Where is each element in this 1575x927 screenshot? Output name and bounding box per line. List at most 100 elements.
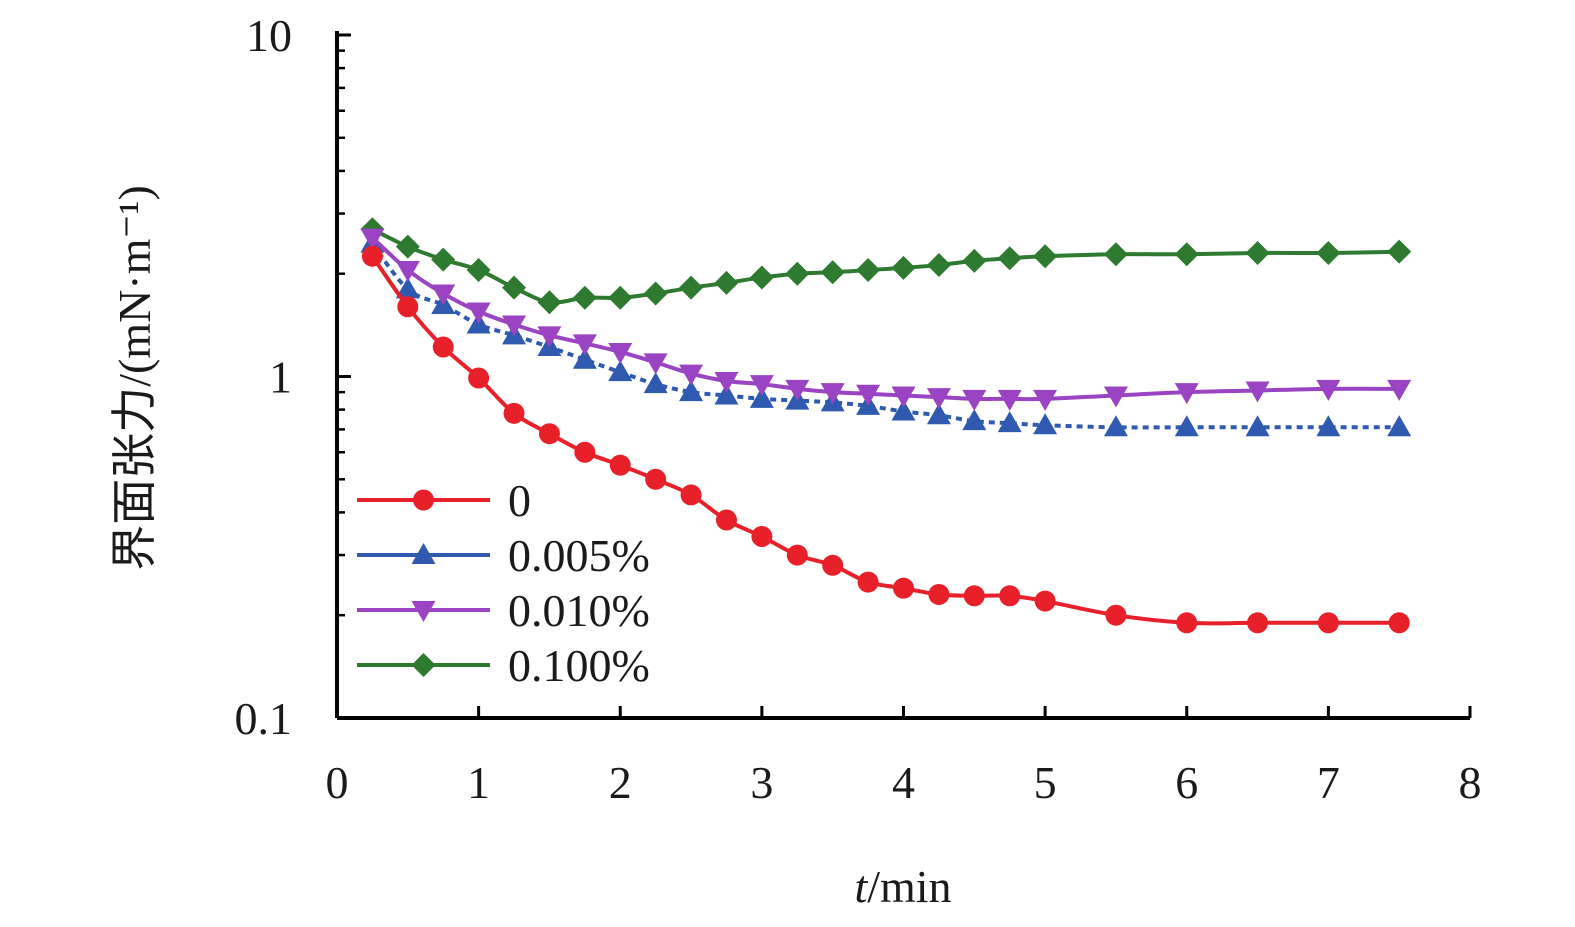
data-point — [714, 383, 739, 405]
data-point — [609, 454, 631, 476]
data-point — [679, 364, 704, 386]
x-tick-label: 1 — [467, 757, 490, 808]
data-point — [1317, 612, 1339, 634]
data-point — [999, 585, 1021, 607]
data-point — [926, 388, 951, 410]
data-point — [502, 275, 527, 300]
data-point — [431, 284, 456, 306]
data-point — [962, 409, 987, 431]
data-point — [714, 372, 739, 394]
data-point — [645, 468, 667, 490]
data-point — [1174, 415, 1199, 437]
x-tick-label: 7 — [1317, 757, 1340, 808]
y-tick-label: 10 — [246, 10, 292, 61]
plot-axes: 0 1 2 3 4 5 6 7 8 0.1 1 10 — [235, 10, 1482, 808]
data-point — [1388, 612, 1410, 634]
data-point — [786, 544, 808, 566]
legend-entry: 0.010% — [357, 585, 650, 636]
data-point — [537, 326, 562, 348]
data-point — [891, 399, 916, 421]
data-point — [538, 423, 560, 445]
data-point — [1034, 590, 1056, 612]
data-point — [928, 583, 950, 605]
data-point — [1174, 242, 1199, 267]
data-point — [1387, 379, 1412, 401]
data-point — [679, 275, 704, 300]
data-point — [749, 375, 774, 397]
data-point — [643, 353, 668, 375]
data-point — [502, 315, 527, 337]
data-point — [608, 360, 633, 382]
legend-swatch-marker — [411, 601, 436, 622]
data-point — [997, 246, 1022, 271]
data-point — [751, 525, 773, 547]
x-axis-title-variable: t — [854, 861, 868, 912]
data-point — [820, 383, 845, 405]
legend-label: 0.005% — [508, 530, 650, 581]
data-point — [1387, 415, 1412, 437]
data-point — [856, 258, 881, 283]
data-point — [714, 270, 739, 295]
data-point — [822, 554, 844, 576]
y-tick-label: 0.1 — [235, 693, 293, 744]
legend-entry: 0.005% — [357, 530, 650, 581]
data-point — [926, 253, 951, 278]
legend-label: 0.100% — [508, 640, 650, 691]
x-tick-label: 0 — [326, 757, 349, 808]
data-point — [1176, 612, 1198, 634]
data-point — [715, 509, 737, 531]
data-point — [572, 285, 597, 310]
y-tick-label: 1 — [269, 352, 292, 403]
legend-entry: 0.100% — [357, 640, 650, 691]
data-point — [397, 296, 419, 318]
data-point — [574, 441, 596, 463]
data-point — [1387, 239, 1412, 264]
data-point — [1103, 386, 1128, 408]
data-point — [1103, 415, 1128, 437]
data-point — [749, 265, 774, 290]
data-point — [395, 277, 420, 299]
data-point — [1245, 415, 1270, 437]
data-point — [643, 281, 668, 306]
data-point — [962, 389, 987, 411]
data-point — [468, 367, 490, 389]
data-point — [749, 386, 774, 408]
y-axis-title: 界面张力/(mN·m⁻¹) — [109, 185, 160, 571]
data-point — [643, 372, 668, 394]
data-point — [1245, 240, 1270, 265]
data-point — [856, 384, 881, 406]
data-point — [537, 290, 562, 315]
x-axis-title: t/min — [854, 861, 951, 912]
x-tick-label: 2 — [609, 757, 632, 808]
data-point — [1103, 242, 1128, 267]
data-point — [395, 261, 420, 283]
legend-entry: 0 — [357, 475, 531, 526]
data-point — [680, 484, 702, 506]
data-point — [608, 342, 633, 364]
data-point — [572, 347, 597, 369]
data-point — [785, 261, 810, 286]
data-point — [360, 228, 385, 250]
series-2 — [360, 228, 1412, 411]
data-point — [891, 386, 916, 408]
x-tick-label: 3 — [750, 757, 773, 808]
data-point — [608, 285, 633, 310]
data-point — [1316, 379, 1341, 401]
data-point — [997, 389, 1022, 411]
data-point — [1033, 389, 1058, 411]
data-point — [1033, 244, 1058, 269]
series-line — [371, 236, 1400, 402]
data-point — [503, 402, 525, 424]
data-point — [431, 247, 456, 272]
data-point — [466, 302, 491, 324]
data-point — [785, 379, 810, 401]
series-line — [370, 242, 1400, 430]
data-point — [1033, 413, 1058, 435]
data-point — [926, 403, 951, 425]
legend-swatch-marker — [413, 489, 434, 511]
x-tick-label: 8 — [1459, 757, 1482, 808]
data-point — [572, 334, 597, 356]
legend-swatch-marker — [411, 653, 436, 677]
data-point — [432, 336, 454, 358]
series-layer — [360, 217, 1412, 634]
